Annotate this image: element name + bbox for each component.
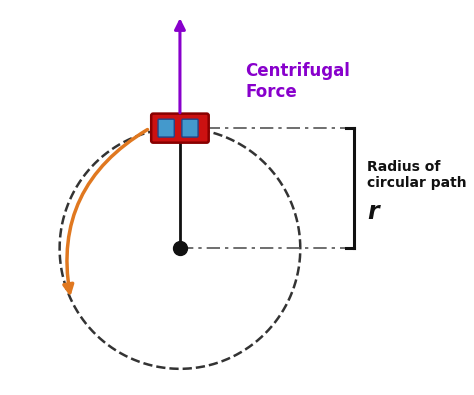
Text: Centrifugal
Force: Centrifugal Force [245,62,350,101]
Text: Radius of
circular path: Radius of circular path [367,160,467,190]
FancyBboxPatch shape [158,119,174,137]
Text: r: r [367,200,379,224]
FancyBboxPatch shape [182,119,198,137]
FancyBboxPatch shape [151,114,209,143]
